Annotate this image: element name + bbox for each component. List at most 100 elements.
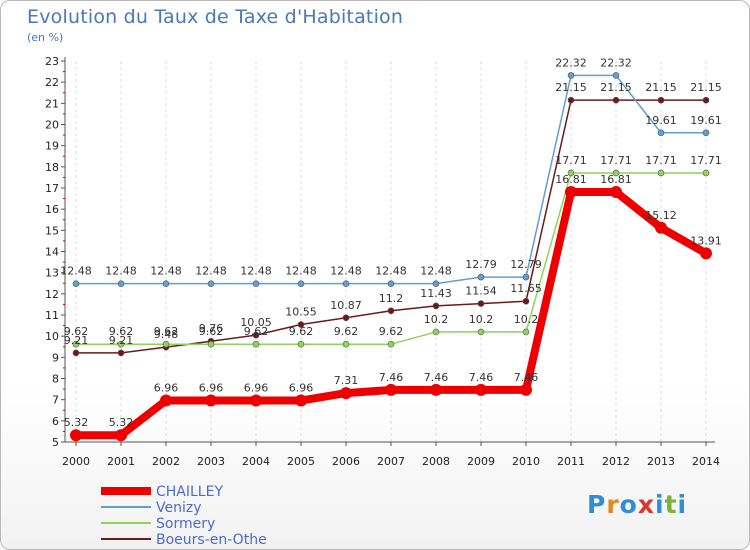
y-tick-label: 19 — [45, 140, 59, 153]
data-label: 17.71 — [645, 154, 677, 167]
data-point — [522, 273, 530, 281]
data-label: 9.76 — [199, 322, 224, 335]
data-point — [477, 273, 485, 281]
data-point — [250, 394, 262, 407]
data-point — [477, 300, 485, 307]
logo-letter: P — [587, 490, 607, 519]
y-tick-label: 13 — [45, 267, 59, 280]
data-point — [72, 349, 80, 357]
x-tick-label: 2008 — [422, 455, 450, 468]
y-tick-label: 10 — [45, 330, 59, 343]
data-label: 17.71 — [555, 154, 587, 167]
y-tick-label: 23 — [45, 55, 59, 68]
x-tick-label: 2013 — [647, 455, 675, 468]
data-label: 12.48 — [60, 265, 92, 278]
data-point — [432, 328, 440, 336]
data-label: 7.46 — [379, 371, 404, 384]
data-label: 12.48 — [285, 265, 317, 278]
data-label: 19.61 — [690, 114, 722, 127]
data-point — [295, 394, 307, 407]
data-label: 21.15 — [600, 81, 632, 94]
data-label: 9.62 — [154, 325, 179, 338]
data-label: 21.15 — [690, 81, 722, 94]
x-tick-label: 2001 — [107, 455, 135, 468]
logo-letter: i — [655, 490, 665, 519]
data-label: 9.62 — [109, 325, 134, 338]
x-tick-label: 2014 — [692, 455, 720, 468]
y-tick-label: 6 — [52, 415, 59, 428]
data-point — [702, 96, 710, 104]
data-label: 9.62 — [199, 325, 224, 338]
y-tick-label: 9 — [52, 351, 59, 364]
data-label: 7.31 — [334, 374, 359, 387]
data-label: 10.2 — [469, 313, 494, 326]
data-label: 5.32 — [109, 416, 134, 429]
data-label: 9.21 — [64, 334, 89, 347]
data-point — [207, 340, 215, 348]
data-label: 21.15 — [555, 81, 587, 94]
data-label: 6.96 — [154, 382, 179, 395]
data-label: 16.81 — [600, 173, 632, 186]
data-point — [252, 340, 260, 348]
legend-label: Sormery — [156, 516, 215, 532]
y-tick-label: 16 — [45, 203, 59, 216]
legend-label: CHAILLEY — [156, 484, 223, 500]
data-point — [252, 280, 260, 287]
data-point — [567, 72, 575, 79]
data-point — [657, 169, 665, 177]
data-label: 5.32 — [64, 416, 89, 429]
data-point — [432, 302, 440, 310]
data-point — [162, 280, 170, 287]
data-label: 12.48 — [330, 265, 362, 278]
y-tick-label: 20 — [45, 119, 59, 132]
data-point — [297, 280, 305, 287]
data-label: 9.62 — [64, 325, 89, 338]
data-point — [117, 340, 125, 348]
data-point — [342, 340, 350, 348]
data-label: 9.62 — [334, 325, 359, 338]
data-label: 9.48 — [154, 328, 179, 341]
y-tick-label: 21 — [45, 97, 59, 110]
data-label: 11.65 — [510, 282, 542, 295]
y-tick-label: 11 — [45, 309, 59, 322]
data-label: 12.48 — [150, 265, 182, 278]
chart-unit-label: (en %) — [27, 31, 64, 44]
data-point — [342, 280, 350, 287]
data-point — [612, 72, 620, 79]
data-point — [702, 129, 710, 137]
data-point — [387, 307, 395, 315]
data-label: 17.71 — [600, 154, 632, 167]
data-point — [475, 383, 487, 396]
data-point — [72, 280, 80, 287]
data-label: 11.43 — [420, 287, 452, 300]
data-point — [657, 129, 665, 137]
legend-label: Venizy — [156, 500, 202, 516]
data-point — [252, 331, 260, 339]
data-point — [72, 340, 80, 348]
data-label: 7.46 — [424, 371, 449, 384]
data-point — [207, 280, 215, 287]
data-label: 12.48 — [105, 265, 137, 278]
data-point — [567, 169, 575, 177]
data-label: 16.81 — [555, 173, 587, 186]
x-tick-label: 2003 — [197, 455, 225, 468]
logo-letter: r — [606, 490, 620, 519]
legend-label: Boeurs-en-Othe — [156, 532, 267, 548]
data-label: 10.55 — [285, 306, 317, 319]
data-label: 11.2 — [379, 292, 404, 305]
data-label: 19.61 — [645, 114, 677, 127]
y-tick-label: 5 — [52, 436, 59, 449]
data-point — [205, 394, 217, 407]
x-tick-label: 2006 — [332, 455, 360, 468]
logo-letter: x — [637, 490, 655, 519]
data-label: 12.48 — [195, 265, 227, 278]
data-point — [297, 321, 305, 328]
logo-letter: t — [664, 490, 678, 519]
chart-title: Evolution du Taux de Taxe d'Habitation — [27, 6, 404, 28]
data-point — [432, 280, 440, 287]
data-point — [522, 328, 530, 336]
data-point — [565, 186, 577, 199]
data-label: 7.46 — [514, 371, 539, 384]
